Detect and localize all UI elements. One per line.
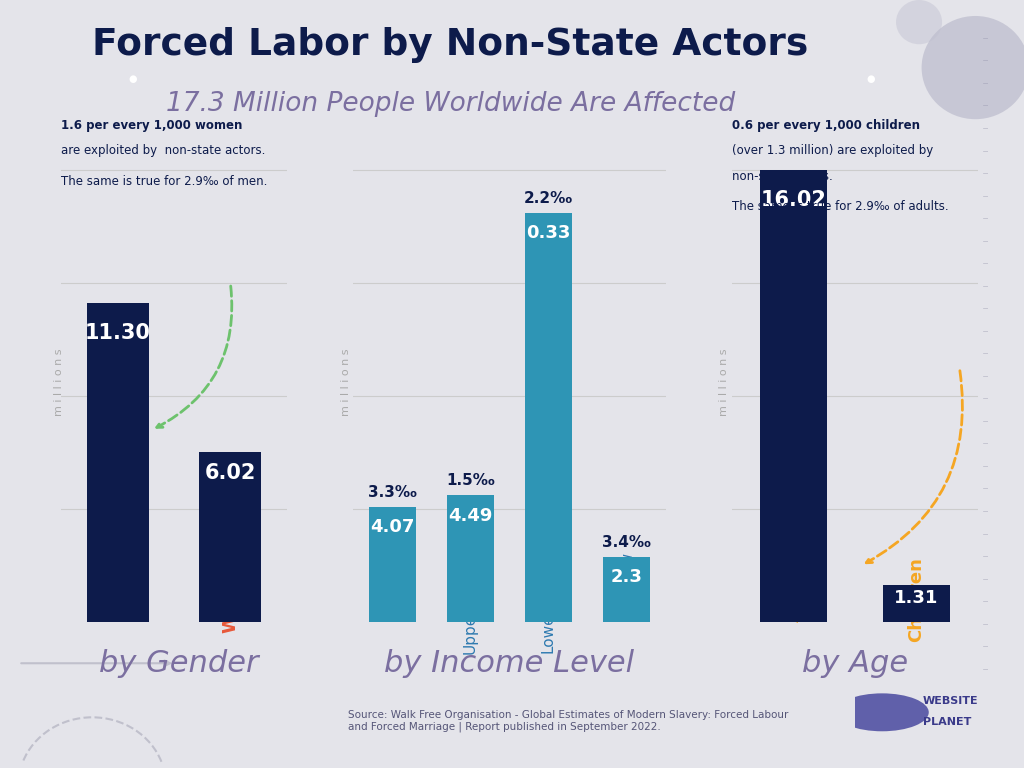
Circle shape bbox=[922, 16, 1024, 119]
Bar bbox=[200, 452, 261, 622]
Text: non-state actors.: non-state actors. bbox=[732, 170, 833, 183]
Text: 1.31: 1.31 bbox=[894, 589, 939, 607]
Y-axis label: m i l l i o n s: m i l l i o n s bbox=[53, 349, 63, 415]
Text: 2.3: 2.3 bbox=[610, 568, 642, 587]
Text: 2.2‰: 2.2‰ bbox=[524, 190, 573, 206]
Text: 17.3 Million People Worldwide Are Affected: 17.3 Million People Worldwide Are Affect… bbox=[166, 91, 735, 117]
Circle shape bbox=[896, 0, 942, 45]
Text: Source: Walk Free Organisation - Global Estimates of Modern Slavery: Forced Labo: Source: Walk Free Organisation - Global … bbox=[348, 710, 788, 733]
Y-axis label: m i l l i o n s: m i l l i o n s bbox=[341, 349, 350, 415]
Text: 6.02: 6.02 bbox=[205, 463, 256, 483]
Bar bbox=[87, 303, 148, 622]
Text: 3.3‰: 3.3‰ bbox=[368, 485, 417, 500]
Text: 1.5‰: 1.5‰ bbox=[446, 473, 495, 488]
Text: 0.6 per every 1,000 children: 0.6 per every 1,000 children bbox=[732, 119, 921, 132]
Text: 4.49: 4.49 bbox=[449, 507, 493, 525]
Text: 16.02: 16.02 bbox=[761, 190, 826, 210]
Bar bbox=[446, 495, 494, 622]
Text: 1.6 per every 1,000 women: 1.6 per every 1,000 women bbox=[61, 119, 243, 132]
Text: WEBSITE: WEBSITE bbox=[923, 697, 978, 707]
Text: 4.07: 4.07 bbox=[370, 518, 415, 537]
Text: are exploited by  non-state actors.: are exploited by non-state actors. bbox=[61, 144, 266, 157]
Text: Forced Labor by Non-State Actors: Forced Labor by Non-State Actors bbox=[92, 27, 809, 63]
Text: The same is true for 2.9‰ of adults.: The same is true for 2.9‰ of adults. bbox=[732, 200, 949, 213]
Text: ●: ● bbox=[866, 74, 874, 84]
Circle shape bbox=[836, 694, 929, 731]
Bar bbox=[369, 507, 416, 622]
Y-axis label: m i l l i o n s: m i l l i o n s bbox=[720, 349, 729, 415]
Bar bbox=[760, 170, 827, 622]
Text: by Age: by Age bbox=[802, 649, 908, 678]
Text: by Gender: by Gender bbox=[99, 649, 259, 678]
Text: 0.33: 0.33 bbox=[526, 224, 570, 242]
Bar bbox=[603, 557, 650, 622]
Text: PLANET: PLANET bbox=[923, 717, 971, 727]
Text: The same is true for 2.9‰ of men.: The same is true for 2.9‰ of men. bbox=[61, 175, 268, 188]
Bar bbox=[525, 213, 571, 622]
Text: 11.30: 11.30 bbox=[85, 323, 151, 343]
Text: 3.4‰: 3.4‰ bbox=[602, 535, 651, 550]
Bar bbox=[883, 585, 950, 622]
Text: by Income Level: by Income Level bbox=[384, 649, 634, 678]
Text: ●: ● bbox=[129, 74, 137, 84]
Text: (over 1.3 million) are exploited by: (over 1.3 million) are exploited by bbox=[732, 144, 934, 157]
